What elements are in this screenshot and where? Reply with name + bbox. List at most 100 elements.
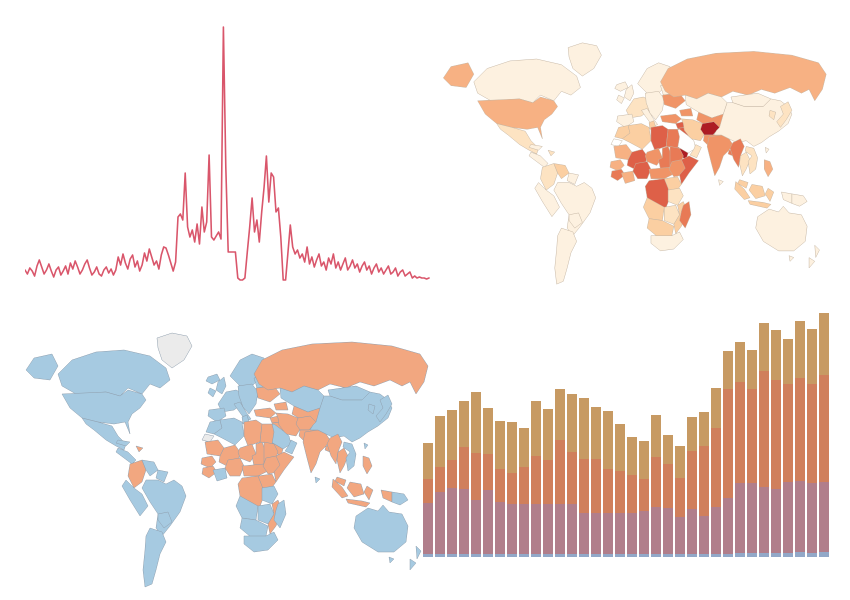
bar-5-orange <box>471 453 481 500</box>
country-iceland <box>205 373 221 385</box>
bar-16-orange <box>603 469 613 513</box>
country-canada <box>473 58 581 103</box>
bar-10-bottom-blue <box>531 554 541 557</box>
bar-34-mauve <box>819 482 829 552</box>
country-south_africa <box>243 531 279 553</box>
bar-26-bottom-blue <box>723 554 733 557</box>
bar-19-mauve <box>639 511 649 554</box>
bar-30-top-tan <box>771 330 781 380</box>
country-hispaniola <box>135 445 144 453</box>
bar-29-orange <box>759 371 769 487</box>
bar-9-top-tan <box>519 428 529 467</box>
bar-12-bottom-blue <box>555 554 565 557</box>
bar-9-orange <box>519 467 529 504</box>
bar-21-top-tan <box>663 435 673 464</box>
bar-15-top-tan <box>591 407 601 459</box>
categorical-world-map-panel <box>12 330 432 590</box>
bar-10-top-tan <box>531 401 541 456</box>
country-brazil <box>141 479 187 537</box>
bar-14-orange <box>579 459 589 513</box>
country-oman <box>689 144 702 159</box>
country-turkey <box>660 113 682 124</box>
country-sulawesi <box>765 187 775 202</box>
country-brazil <box>553 182 596 236</box>
bar-15-orange <box>591 459 601 513</box>
bar-2-bottom-blue <box>435 554 445 557</box>
country-iran <box>275 412 303 437</box>
country-libya <box>243 419 263 447</box>
country-somalia <box>273 451 295 483</box>
bar-19-orange <box>639 479 649 511</box>
bar-24-top-tan <box>699 412 709 446</box>
bar-3-mauve <box>447 488 457 554</box>
country-egypt <box>259 423 275 445</box>
bar-5-top-tan <box>471 392 481 453</box>
bar-28-bottom-blue <box>747 553 757 557</box>
country-niger <box>237 443 257 463</box>
country-russia <box>253 341 429 395</box>
bar-20-mauve <box>651 507 661 554</box>
binary-map-svg <box>25 332 429 588</box>
country-borneo <box>346 481 365 498</box>
country-tasmania <box>388 556 395 564</box>
country-taiwan <box>765 147 770 154</box>
country-tasmania <box>788 255 795 262</box>
country-west_new_guinea <box>380 489 393 503</box>
line-chart-panel <box>25 12 431 292</box>
country-greenland <box>567 42 602 77</box>
country-japan <box>375 394 393 423</box>
bar-26-mauve <box>723 498 733 554</box>
country-iberia <box>616 113 635 128</box>
bar-20-bottom-blue <box>651 554 661 557</box>
bar-25-bottom-blue <box>711 554 721 557</box>
bar-31-orange <box>783 384 793 482</box>
bar-13-top-tan <box>567 394 577 452</box>
country-canada <box>57 349 171 397</box>
country-tanzania <box>667 187 684 206</box>
choropleth-world-map-panel <box>430 40 830 287</box>
bar-2-top-tan <box>435 416 445 467</box>
bar-27-top-tan <box>735 342 745 382</box>
country-uk <box>215 376 227 395</box>
country-india <box>302 429 331 474</box>
country-java <box>345 498 371 508</box>
bar-20-orange <box>651 457 661 507</box>
country-colombia <box>540 163 558 191</box>
bar-27-orange <box>735 382 745 483</box>
bar-18-orange <box>627 475 637 513</box>
bar-11-orange <box>543 460 553 504</box>
bar-4-top-tan <box>459 401 469 447</box>
bar-2-mauve <box>435 492 445 554</box>
bar-24-orange <box>699 446 709 516</box>
bar-29-top-tan <box>759 323 769 371</box>
country-philippines <box>764 159 774 178</box>
bar-25-mauve <box>711 507 721 554</box>
country-guyanas <box>566 172 579 185</box>
country-colombia <box>127 459 147 489</box>
bar-14-bottom-blue <box>579 554 589 557</box>
country-taiwan <box>363 442 369 450</box>
bar-6-bottom-blue <box>483 554 493 557</box>
bar-29-mauve <box>759 487 769 553</box>
bar-19-bottom-blue <box>639 554 649 557</box>
country-uk <box>624 84 635 102</box>
bar-28-top-tan <box>747 350 757 389</box>
bar-25-top-tan <box>711 388 721 428</box>
bar-1-bottom-blue <box>423 554 433 557</box>
bar-3-bottom-blue <box>447 554 457 557</box>
bar-13-orange <box>567 452 577 504</box>
bar-10-orange <box>531 456 541 504</box>
country-sri_lanka <box>314 476 321 484</box>
country-japan <box>776 101 793 128</box>
bar-16-mauve <box>603 513 613 554</box>
stacked-bar-svg <box>423 313 829 557</box>
bar-25-orange <box>711 428 721 507</box>
bar-33-top-tan <box>807 329 817 384</box>
bar-19-top-tan <box>639 441 649 479</box>
country-philippines <box>362 455 373 475</box>
bar-31-bottom-blue <box>783 553 793 557</box>
bar-22-orange <box>675 478 685 517</box>
bar-11-bottom-blue <box>543 554 553 557</box>
bar-7-orange <box>495 469 505 502</box>
